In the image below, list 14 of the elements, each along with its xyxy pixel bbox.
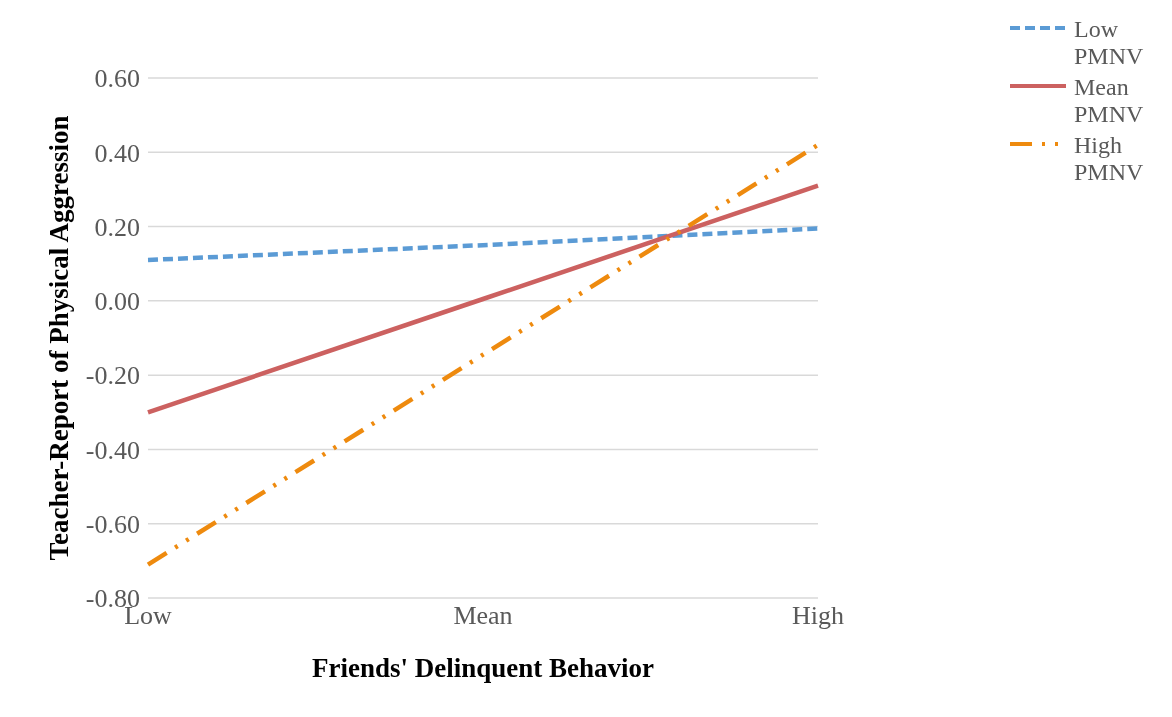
y-tick-label: -0.60 [85,509,140,539]
legend-label: High PMNV [1074,132,1145,186]
y-tick-label: 0.00 [94,287,140,317]
x-tick-label: Mean [453,601,513,631]
legend-label: Low PMNV [1074,16,1145,70]
y-tick-label: -0.20 [85,361,140,391]
legend-label: Mean PMNV [1074,74,1145,128]
y-tick-label: 0.20 [94,212,140,242]
y-axis-title: Teacher-Report of Physical Aggression [43,115,74,561]
x-axis-title: Friends' Delinquent Behavior [311,653,655,684]
y-tick-label: 0.60 [94,64,140,94]
y-tick-label: 0.40 [94,138,140,168]
x-tick-label: High [792,601,844,631]
y-tick-label: -0.40 [85,435,140,465]
